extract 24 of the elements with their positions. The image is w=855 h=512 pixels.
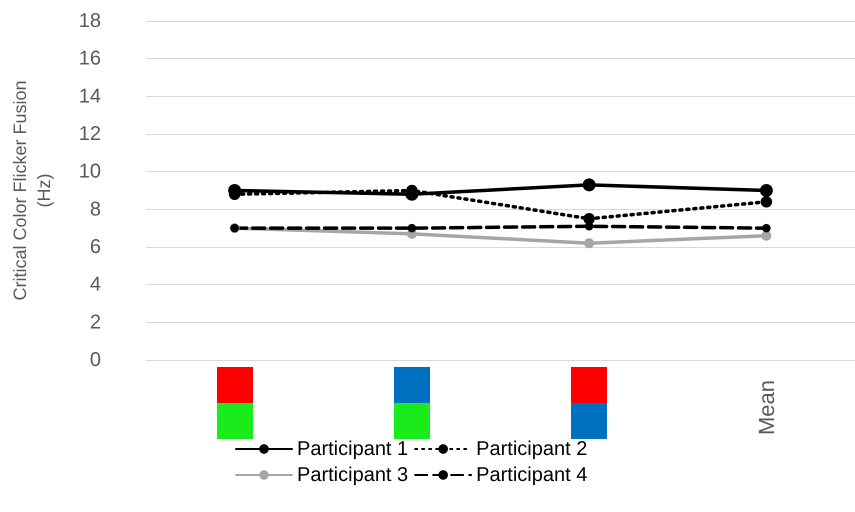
y-tick-label: 8 [90,198,101,220]
point [760,184,773,197]
point [760,196,772,208]
point [582,178,596,192]
y-tick-label: 14 [78,85,101,108]
x-tick-label: Mean [754,380,779,436]
y-tick-label: 0 [90,349,101,371]
y-tick-label: 10 [78,160,101,183]
point [584,222,594,231]
y-tick-label: 12 [78,123,101,145]
y-tick-label: 18 [78,10,101,32]
y-axis-title: Critical Color Flicker Fusion (Hz) [10,80,54,301]
point [761,230,772,241]
legend-label: Participant 4 [476,464,588,486]
legend-label: Participant 1 [297,438,408,460]
y-tick-label: 16 [78,48,101,70]
legend-label: Participant 2 [476,438,588,460]
point [408,224,416,232]
point [584,238,594,248]
y-tick-label: 6 [90,236,101,258]
y-tick-label: 4 [90,274,101,296]
legend-label: Participant 3 [297,464,408,486]
point [762,224,771,232]
y-tick-label: 2 [90,311,101,334]
